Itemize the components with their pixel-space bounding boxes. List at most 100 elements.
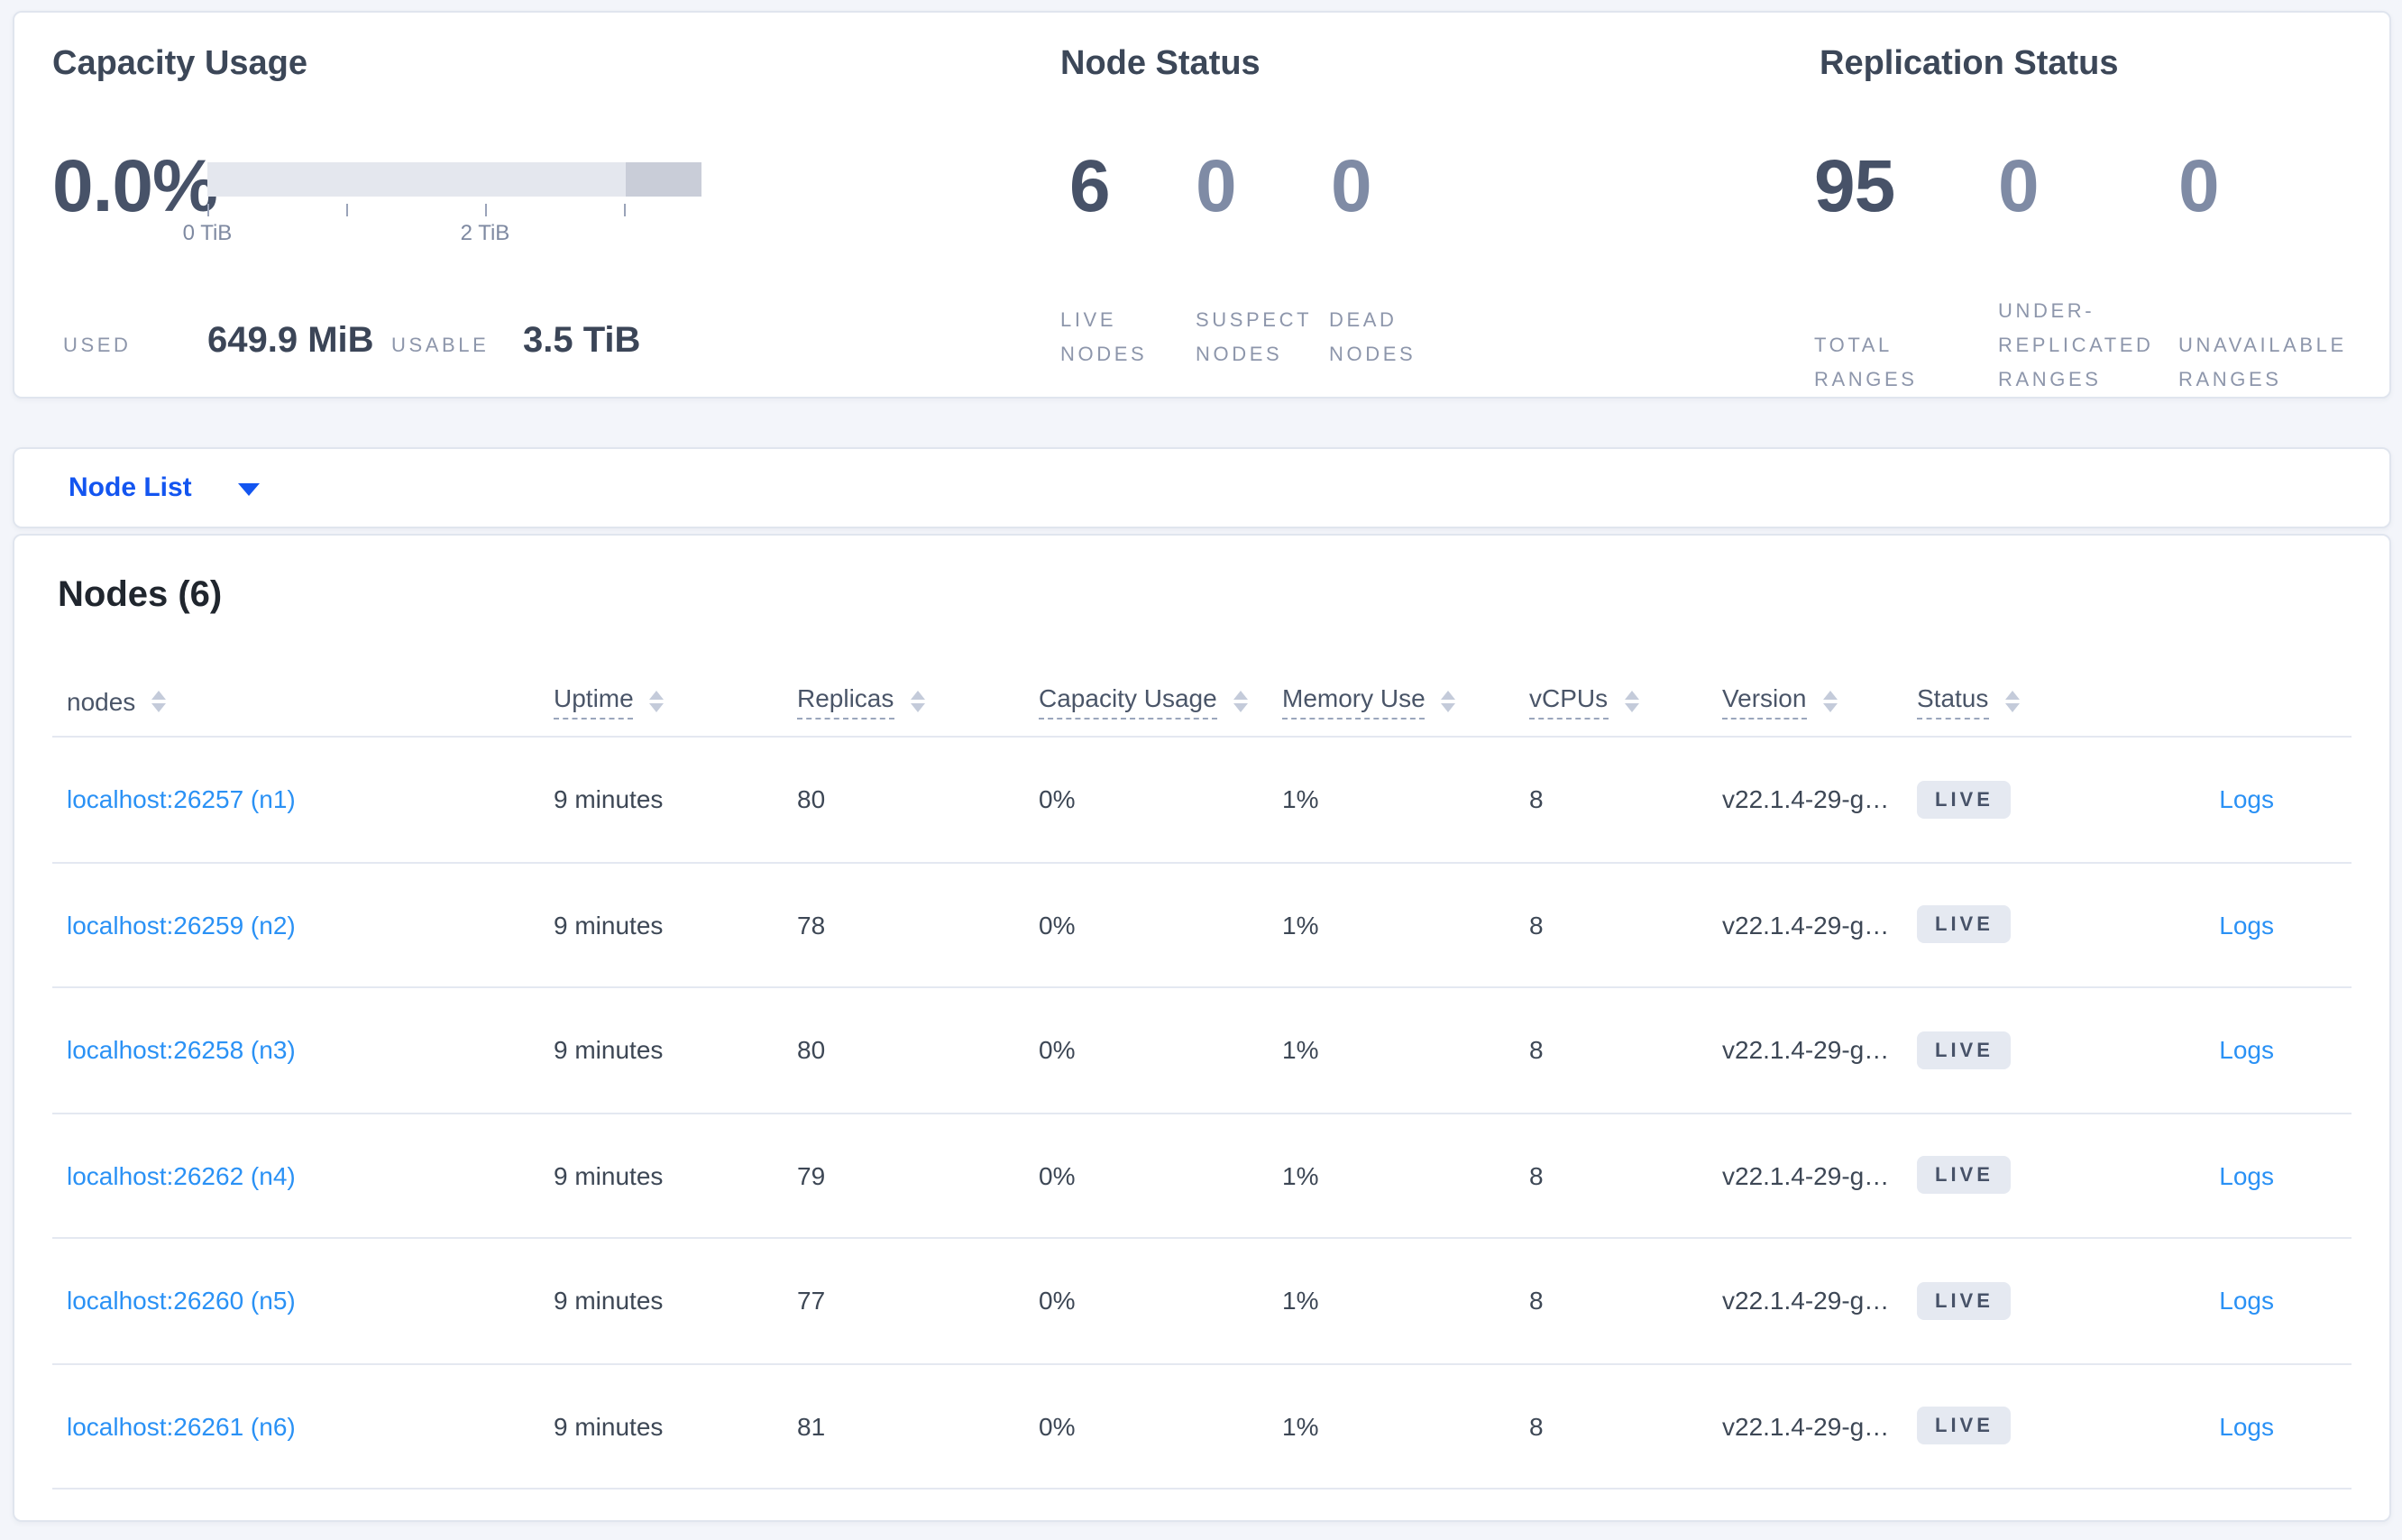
unavailable-value: 0 xyxy=(2178,144,2220,227)
vcpus-cell: 8 xyxy=(1529,910,1544,940)
usable-label: USABLE xyxy=(391,335,490,357)
status-badge: LIVE xyxy=(1917,1156,2012,1195)
column-header-label: Capacity Usage xyxy=(1039,683,1217,719)
axis-tick xyxy=(346,204,348,216)
nodes-table-title: Nodes (6) xyxy=(58,575,223,615)
replicas-cell: 78 xyxy=(797,910,826,940)
column-header-label: nodes xyxy=(67,686,136,715)
sort-icon xyxy=(649,690,665,711)
capacity-usage-title: Capacity Usage xyxy=(52,45,308,83)
live-nodes-value: 6 xyxy=(1069,144,1111,227)
axis-tick xyxy=(485,204,487,216)
node-link[interactable]: localhost:26260 (n5) xyxy=(67,1286,296,1315)
vcpus-cell: 8 xyxy=(1529,1286,1544,1315)
logs-link[interactable]: Logs xyxy=(2219,1411,2274,1441)
replicas-cell: 80 xyxy=(797,1035,826,1065)
used-value: 649.9 MiB xyxy=(207,321,374,361)
view-selector-bar: Node List xyxy=(13,447,2391,528)
chevron-down-icon xyxy=(238,483,261,496)
nodes-table: nodes Uptime Replicas Capacity Usage Memory … xyxy=(52,665,2352,1490)
logs-link[interactable]: Logs xyxy=(2219,1286,2274,1315)
vcpus-cell: 8 xyxy=(1529,1160,1544,1190)
table-header-row: nodes Uptime Replicas Capacity Usage Memory … xyxy=(52,665,2352,738)
uptime-cell: 9 minutes xyxy=(554,1411,664,1441)
capacity-usage-cell: 0% xyxy=(1039,1035,1076,1065)
nodes-table-panel: Nodes (6) nodes Uptime Replicas Capacity Us… xyxy=(13,534,2391,1522)
node-link[interactable]: localhost:26261 (n6) xyxy=(67,1411,296,1441)
node-link[interactable]: localhost:26262 (n4) xyxy=(67,1160,296,1190)
logs-link[interactable]: Logs xyxy=(2219,910,2274,940)
version-cell: v22.1.4-29-g… xyxy=(1722,1160,1890,1190)
vcpus-cell: 8 xyxy=(1529,1035,1544,1065)
sort-icon xyxy=(151,690,167,711)
column-header-label: Replicas xyxy=(797,683,894,719)
table-row: localhost:26260 (n5) 9 minutes 77 0% 1% … xyxy=(52,1239,2352,1364)
dead-nodes-label: DEAD NODES xyxy=(1329,310,1416,366)
column-header-label: vCPUs xyxy=(1529,683,1609,719)
under-replicated-value: 0 xyxy=(1998,144,2040,227)
version-cell: v22.1.4-29-g… xyxy=(1722,1035,1890,1065)
node-link[interactable]: localhost:26259 (n2) xyxy=(67,910,296,940)
uptime-cell: 9 minutes xyxy=(554,910,664,940)
uptime-cell: 9 minutes xyxy=(554,1160,664,1190)
logs-link[interactable]: Logs xyxy=(2219,784,2274,814)
used-label: USED xyxy=(63,335,132,357)
total-ranges-label: TOTAL RANGES xyxy=(1814,335,1918,391)
column-header-nodes[interactable]: nodes xyxy=(52,686,554,715)
suspect-nodes-label: SUSPECT NODES xyxy=(1196,310,1312,366)
column-header-memory-use[interactable]: Memory Use xyxy=(1282,683,1529,719)
capacity-bar-dark-segment xyxy=(626,162,701,197)
memory-use-cell: 1% xyxy=(1282,1411,1319,1441)
column-header-status[interactable]: Status xyxy=(1917,683,2133,719)
capacity-percent: 0.0% xyxy=(52,144,218,227)
sort-icon xyxy=(1233,690,1248,711)
status-badge: LIVE xyxy=(1917,780,2012,819)
column-header-version[interactable]: Version xyxy=(1722,683,1917,719)
capacity-usage-cell: 0% xyxy=(1039,784,1076,814)
replicas-cell: 77 xyxy=(797,1286,826,1315)
dead-nodes-value: 0 xyxy=(1331,144,1372,227)
sort-icon xyxy=(2004,690,2020,711)
memory-use-cell: 1% xyxy=(1282,1286,1319,1315)
axis-tick-label: 0 TiB xyxy=(182,220,233,245)
column-header-label: Memory Use xyxy=(1282,683,1426,719)
node-status-title: Node Status xyxy=(1060,45,1261,83)
table-row: localhost:26261 (n6) 9 minutes 81 0% 1% … xyxy=(52,1364,2352,1490)
column-header-uptime[interactable]: Uptime xyxy=(554,683,797,719)
node-list-dropdown[interactable]: Node List xyxy=(69,472,261,503)
sort-icon xyxy=(1822,690,1838,711)
capacity-usage-cell: 0% xyxy=(1039,1286,1076,1315)
unavailable-label: UNAVAILABLE RANGES xyxy=(2178,335,2347,391)
column-header-label: Version xyxy=(1722,683,1807,719)
vcpus-cell: 8 xyxy=(1529,1411,1544,1441)
column-header-capacity-usage[interactable]: Capacity Usage xyxy=(1039,683,1282,719)
replicas-cell: 81 xyxy=(797,1411,826,1441)
capacity-usage-cell: 0% xyxy=(1039,910,1076,940)
table-row: localhost:26258 (n3) 9 minutes 80 0% 1% … xyxy=(52,988,2352,1114)
node-list-dropdown-label: Node List xyxy=(69,472,192,503)
table-row: localhost:26257 (n1) 9 minutes 80 0% 1% … xyxy=(52,738,2352,863)
under-replicated-label: UNDER-REPLICATED RANGES xyxy=(1998,301,2154,391)
logs-link[interactable]: Logs xyxy=(2219,1160,2274,1190)
table-row: localhost:26259 (n2) 9 minutes 78 0% 1% … xyxy=(52,863,2352,988)
status-badge: LIVE xyxy=(1917,1281,2012,1320)
logs-link[interactable]: Logs xyxy=(2219,1035,2274,1065)
capacity-usage-cell: 0% xyxy=(1039,1411,1076,1441)
uptime-cell: 9 minutes xyxy=(554,1035,664,1065)
sort-icon xyxy=(1624,690,1639,711)
memory-use-cell: 1% xyxy=(1282,910,1319,940)
live-nodes-label: LIVE NODES xyxy=(1060,310,1148,366)
status-badge: LIVE xyxy=(1917,1031,2012,1069)
uptime-cell: 9 minutes xyxy=(554,784,664,814)
node-link[interactable]: localhost:26258 (n3) xyxy=(67,1035,296,1065)
column-header-vcpus[interactable]: vCPUs xyxy=(1529,683,1722,719)
memory-use-cell: 1% xyxy=(1282,784,1319,814)
column-header-label: Status xyxy=(1917,683,1989,719)
column-header-replicas[interactable]: Replicas xyxy=(797,683,1039,719)
vcpus-cell: 8 xyxy=(1529,784,1544,814)
capacity-usage-cell: 0% xyxy=(1039,1160,1076,1190)
version-cell: v22.1.4-29-g… xyxy=(1722,910,1890,940)
version-cell: v22.1.4-29-g… xyxy=(1722,1286,1890,1315)
node-link[interactable]: localhost:26257 (n1) xyxy=(67,784,296,814)
